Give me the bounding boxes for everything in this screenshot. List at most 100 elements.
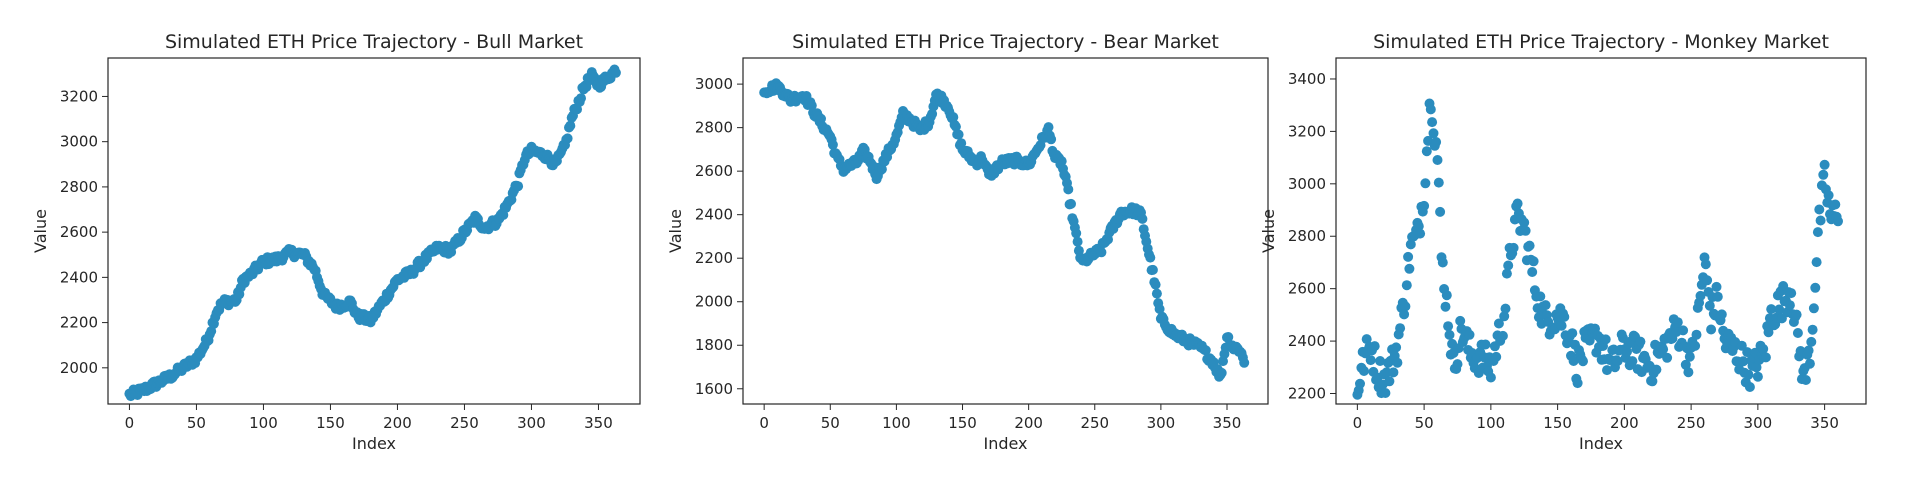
data-point xyxy=(1400,301,1411,312)
y-tick-label: 2400 xyxy=(60,268,98,286)
y-tick-label: 2400 xyxy=(695,206,733,224)
x-tick-label: 300 xyxy=(1147,414,1176,432)
data-point xyxy=(1151,288,1162,299)
data-point xyxy=(1369,341,1380,352)
data-point xyxy=(1627,356,1638,367)
plot-frame xyxy=(742,57,1269,405)
data-point xyxy=(1404,263,1415,274)
data-point xyxy=(1678,325,1689,336)
x-tick-label: 0 xyxy=(125,414,135,432)
data-point xyxy=(953,129,964,140)
data-point xyxy=(1763,327,1774,338)
y-tick-label: 2600 xyxy=(695,162,733,180)
x-tick-label: 100 xyxy=(882,414,911,432)
data-point xyxy=(1695,290,1706,301)
data-point xyxy=(1392,357,1403,368)
plot-frame xyxy=(1335,57,1867,405)
data-point xyxy=(1752,371,1763,382)
data-point xyxy=(1806,336,1817,347)
data-point xyxy=(1812,227,1823,238)
y-tick-label: 2000 xyxy=(60,359,98,377)
data-point xyxy=(1758,343,1769,354)
data-point xyxy=(1443,321,1454,332)
data-point xyxy=(1819,159,1830,170)
data-point xyxy=(572,104,582,115)
data-point xyxy=(1066,198,1076,209)
data-point xyxy=(1572,378,1583,389)
data-point xyxy=(1556,320,1567,331)
x-tick-label: 200 xyxy=(1610,414,1639,432)
data-point xyxy=(1464,329,1475,340)
points-group xyxy=(759,78,1250,382)
data-point xyxy=(1380,388,1391,398)
data-point xyxy=(1063,184,1074,195)
data-point xyxy=(1405,239,1416,250)
y-tick-label: 3400 xyxy=(1288,70,1326,88)
y-tick-label: 3200 xyxy=(60,87,98,105)
chart-2: Simulated ETH Price Trajectory - Bear Ma… xyxy=(666,31,1269,453)
data-point xyxy=(1375,356,1386,366)
y-tick-label: 3000 xyxy=(60,133,98,151)
data-point xyxy=(1432,155,1443,165)
data-point xyxy=(1738,356,1749,367)
y-tick-label: 2000 xyxy=(695,293,733,311)
data-point xyxy=(1420,178,1431,189)
data-point xyxy=(1480,339,1491,350)
data-point xyxy=(1651,364,1662,375)
data-point xyxy=(1786,288,1797,299)
data-point xyxy=(1223,332,1234,342)
data-point xyxy=(1391,342,1402,353)
data-point xyxy=(876,164,887,175)
y-tick-label: 2400 xyxy=(1288,332,1326,350)
data-point xyxy=(816,113,826,124)
chart-3: Simulated ETH Price Trajectory - Monkey … xyxy=(1259,31,1867,453)
x-axis-label: Index xyxy=(352,434,396,453)
data-point xyxy=(1760,352,1771,363)
data-point xyxy=(1810,282,1821,293)
data-point xyxy=(1035,140,1046,151)
y-axis-label: Value xyxy=(31,209,50,253)
chart-1: Simulated ETH Price Trajectory - Bull Ma… xyxy=(31,31,641,453)
y-tick-label: 3200 xyxy=(1288,122,1326,140)
data-point xyxy=(1744,382,1755,392)
data-point xyxy=(1359,366,1369,376)
data-point xyxy=(1072,236,1083,247)
data-point xyxy=(1716,309,1727,320)
data-point xyxy=(1096,247,1107,258)
data-point xyxy=(1433,177,1444,188)
data-point xyxy=(610,67,621,78)
data-point xyxy=(1622,346,1632,357)
data-point xyxy=(1658,344,1669,355)
data-point xyxy=(1807,324,1818,335)
data-point xyxy=(1540,300,1551,311)
data-point xyxy=(1559,311,1570,322)
data-point xyxy=(1056,156,1067,167)
points-group xyxy=(124,64,621,402)
data-point xyxy=(1823,190,1834,201)
data-point xyxy=(1043,122,1054,133)
y-tick-label: 2800 xyxy=(695,119,733,137)
data-point xyxy=(1830,199,1841,210)
data-point xyxy=(1485,372,1496,383)
data-point xyxy=(1662,352,1673,363)
y-tick-label: 2600 xyxy=(1288,280,1326,298)
data-point xyxy=(1071,228,1082,239)
data-point xyxy=(1803,345,1814,356)
data-point xyxy=(1811,257,1822,268)
x-tick-label: 0 xyxy=(759,414,769,432)
data-point xyxy=(1150,279,1161,290)
data-point xyxy=(1742,347,1753,358)
data-point xyxy=(1814,204,1825,215)
data-point xyxy=(1239,357,1250,368)
data-point xyxy=(927,108,938,119)
x-tick-label: 250 xyxy=(1677,414,1706,432)
data-point xyxy=(1384,376,1395,387)
x-tick-label: 350 xyxy=(1213,414,1242,432)
data-point xyxy=(1500,303,1511,314)
y-tick-label: 2200 xyxy=(1288,385,1326,403)
data-point xyxy=(1452,359,1463,370)
x-tick-label: 250 xyxy=(450,414,479,432)
data-point xyxy=(1612,356,1623,366)
data-point xyxy=(1147,264,1158,275)
x-tick-label: 350 xyxy=(584,414,613,432)
